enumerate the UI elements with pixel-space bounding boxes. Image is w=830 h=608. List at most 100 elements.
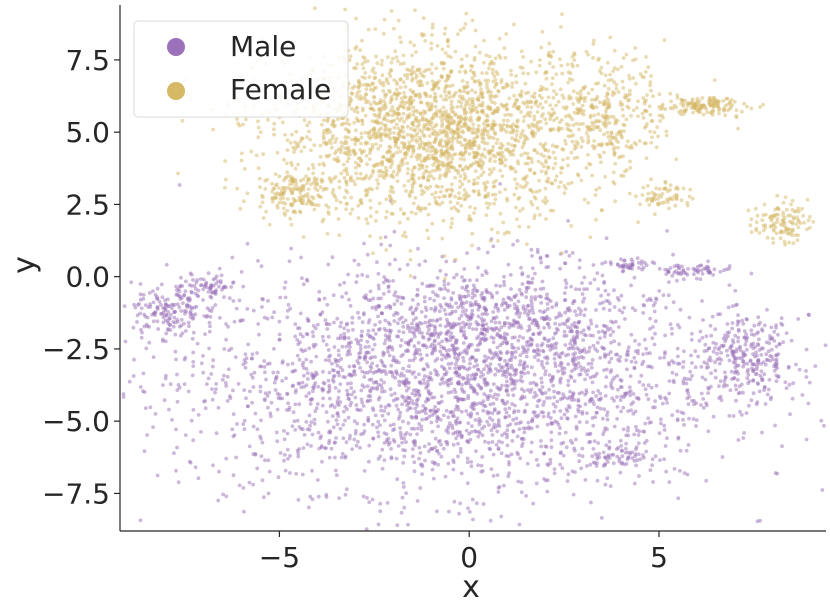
- scatter-point-male: [331, 374, 336, 379]
- scatter-point-male: [308, 494, 313, 499]
- scatter-point-male: [336, 336, 340, 341]
- scatter-point-male: [621, 405, 626, 410]
- scatter-point-male: [121, 392, 126, 396]
- scatter-point-male: [713, 346, 717, 350]
- scatter-point-male: [540, 363, 544, 367]
- scatter-point-male: [371, 380, 376, 385]
- scatter-point-male: [426, 398, 430, 402]
- scatter-point-male: [739, 413, 744, 417]
- scatter-point-female: [374, 210, 379, 214]
- scatter-point-male: [456, 305, 460, 310]
- scatter-point-male: [580, 446, 585, 451]
- scatter-point-male: [217, 284, 221, 289]
- scatter-point-male: [519, 291, 524, 296]
- scatter-point-male: [454, 301, 458, 305]
- scatter-point-male: [491, 474, 496, 478]
- scatter-point-male: [478, 338, 483, 342]
- scatter-point-male: [530, 276, 535, 281]
- scatter-point-male: [779, 321, 783, 326]
- scatter-point-male: [748, 358, 753, 363]
- scatter-point-female: [419, 79, 423, 84]
- scatter-point-female: [342, 175, 347, 180]
- scatter-point-female: [419, 100, 424, 105]
- scatter-point-male: [373, 332, 378, 336]
- scatter-point-male: [791, 381, 796, 386]
- scatter-point-male: [381, 350, 385, 355]
- scatter-point-male: [404, 377, 409, 382]
- scatter-point-male: [222, 373, 226, 378]
- scatter-point-male: [414, 306, 419, 311]
- scatter-point-male: [307, 391, 311, 396]
- scatter-point-male: [582, 275, 587, 280]
- scatter-point-male: [553, 364, 558, 369]
- scatter-point-female: [398, 207, 403, 212]
- scatter-point-male: [347, 364, 352, 369]
- scatter-point-male: [751, 378, 756, 383]
- scatter-point-male: [615, 454, 620, 459]
- scatter-point-male: [760, 378, 765, 382]
- scatter-point-male: [566, 472, 571, 477]
- scatter-point-male: [386, 442, 391, 447]
- scatter-point-male: [678, 469, 682, 473]
- scatter-point-female: [408, 40, 413, 45]
- scatter-point-male: [576, 399, 581, 403]
- scatter-point-male: [160, 337, 165, 342]
- scatter-point-male: [728, 388, 733, 393]
- scatter-point-male: [621, 427, 626, 432]
- scatter-point-male: [542, 336, 547, 341]
- scatter-point-male: [417, 372, 421, 377]
- scatter-point-male: [326, 262, 331, 267]
- scatter-point-male: [532, 355, 537, 359]
- scatter-point-male: [218, 316, 222, 320]
- scatter-point-female: [223, 159, 228, 164]
- scatter-point-female: [409, 126, 413, 131]
- scatter-point-male: [397, 329, 401, 334]
- scatter-point-male: [249, 372, 254, 377]
- scatter-point-female: [510, 81, 515, 86]
- scatter-point-male: [585, 372, 589, 377]
- scatter-point-male: [718, 394, 723, 399]
- scatter-point-male: [396, 444, 401, 448]
- scatter-point-male: [557, 391, 561, 395]
- scatter-point-male: [275, 407, 280, 412]
- scatter-point-male: [175, 320, 180, 324]
- scatter-point-female: [515, 217, 519, 222]
- scatter-point-male: [751, 352, 755, 356]
- scatter-point-male: [469, 385, 473, 390]
- scatter-point-male: [143, 314, 148, 319]
- scatter-point-male: [263, 370, 267, 375]
- scatter-point-male: [583, 402, 588, 407]
- scatter-point-male: [648, 327, 652, 331]
- scatter-point-male: [423, 406, 428, 411]
- scatter-point-female: [501, 118, 506, 123]
- scatter-point-male: [392, 229, 397, 234]
- scatter-point-male: [354, 428, 358, 433]
- scatter-point-female: [353, 46, 358, 51]
- scatter-point-female: [498, 211, 503, 216]
- scatter-point-male: [522, 395, 527, 400]
- scatter-point-male: [461, 355, 465, 360]
- scatter-point-female: [547, 50, 551, 55]
- scatter-point-female: [242, 167, 247, 171]
- scatter-point-male: [709, 384, 713, 389]
- scatter-point-male: [704, 403, 709, 408]
- scatter-point-male: [738, 344, 743, 349]
- scatter-point-male: [493, 372, 497, 377]
- scatter-point-male: [371, 386, 376, 391]
- scatter-point-female: [565, 62, 570, 67]
- scatter-point-male: [330, 414, 335, 418]
- scatter-point-male: [430, 351, 434, 356]
- scatter-point-male: [151, 355, 156, 359]
- scatter-point-male: [548, 396, 552, 400]
- scatter-point-male: [201, 287, 206, 292]
- scatter-point-female: [296, 141, 301, 146]
- scatter-point-male: [427, 392, 432, 397]
- scatter-point-male: [301, 349, 305, 354]
- scatter-point-male: [359, 388, 364, 393]
- scatter-point-male: [659, 421, 663, 426]
- scatter-point-female: [405, 161, 410, 166]
- scatter-point-male: [383, 338, 388, 342]
- scatter-point-male: [147, 340, 152, 345]
- scatter-point-male: [569, 284, 573, 289]
- scatter-point-male: [293, 402, 298, 407]
